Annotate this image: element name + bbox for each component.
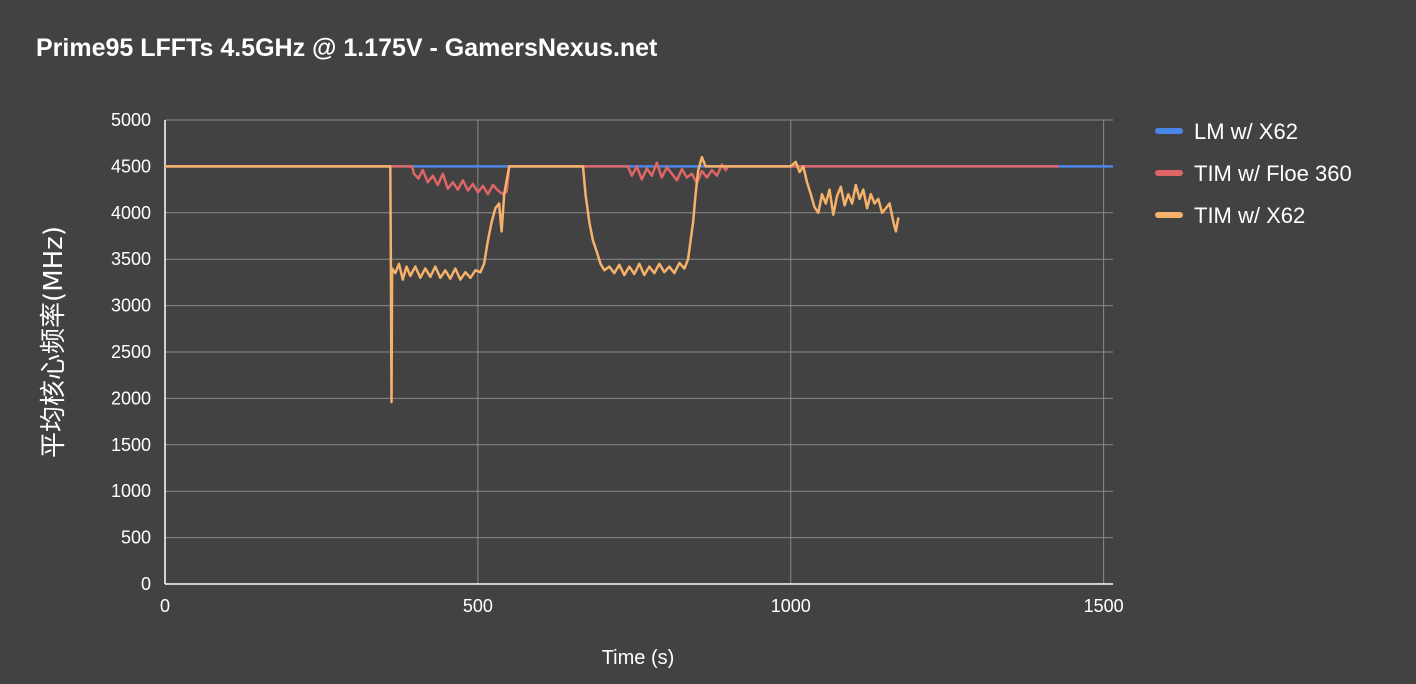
series-line-tim-w-x62 <box>165 155 900 404</box>
chart-title: Prime95 LFFTs 4.5GHz @ 1.175V - GamersNe… <box>36 34 658 62</box>
y-tick-label: 3000 <box>111 296 151 316</box>
y-tick-label: 2500 <box>111 342 151 362</box>
x-tick-label: 500 <box>463 596 493 616</box>
y-tick-label: 4500 <box>111 156 151 176</box>
y-tick-label: 4000 <box>111 203 151 223</box>
y-tick-label: 1000 <box>111 481 151 501</box>
x-tick-label: 1000 <box>771 596 811 616</box>
y-tick-label: 1500 <box>111 435 151 455</box>
axes <box>164 120 1113 585</box>
y-tick-label: 0 <box>141 574 151 594</box>
x-axis-label: Time (s) <box>602 647 675 669</box>
y-tick-label: 3500 <box>111 249 151 269</box>
x-tick-label: 0 <box>160 596 170 616</box>
x-tick-label: 1500 <box>1084 596 1124 616</box>
tick-labels: 0500100015002000250030003500400045005000… <box>111 110 1124 616</box>
legend: LM w/ X62 TIM w/ Floe 360 TIM w/ X62 <box>1155 119 1352 228</box>
y-axis-label: 平均核心频率(MHz) <box>39 226 69 458</box>
legend-label-tim-w-floe-360: TIM w/ Floe 360 <box>1194 161 1352 186</box>
grid-lines <box>165 119 1113 584</box>
y-tick-label: 500 <box>121 528 151 548</box>
series-lines <box>165 155 1113 404</box>
legend-label-tim-w-x62: TIM w/ X62 <box>1194 203 1305 228</box>
y-tick-label: 5000 <box>111 110 151 130</box>
y-tick-label: 2000 <box>111 388 151 408</box>
legend-label-lm-w-x62: LM w/ X62 <box>1194 119 1298 144</box>
